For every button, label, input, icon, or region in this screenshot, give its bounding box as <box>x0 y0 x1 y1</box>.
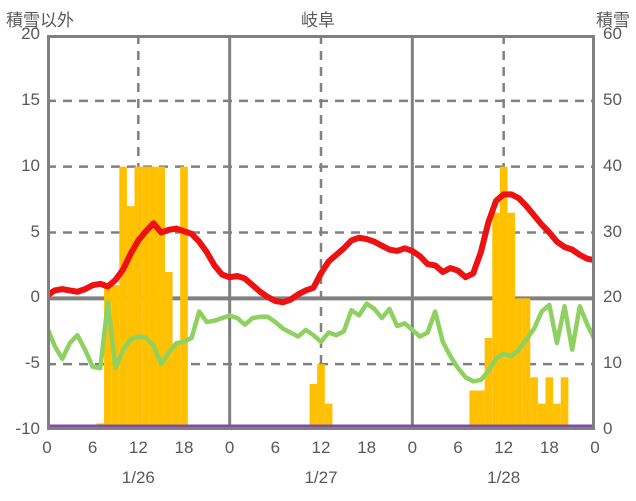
snow-bar <box>469 390 478 430</box>
snow-bar <box>507 212 516 430</box>
y-axis-left-tick-1: 15 <box>21 89 40 109</box>
snow-bar <box>477 390 485 430</box>
snow-bar <box>545 377 554 430</box>
y-axis-right-tick-2: 40 <box>603 155 622 175</box>
snow-bar <box>309 383 318 430</box>
snow-bar <box>119 166 127 430</box>
x-axis-tick-2: 12 <box>128 438 148 457</box>
x-axis-tick-6: 12 <box>311 438 331 457</box>
x-axis-tick-11: 18 <box>539 438 559 457</box>
temperature-line <box>47 191 595 306</box>
snow-bar <box>537 403 546 430</box>
snow-bar <box>180 166 188 430</box>
dewpoint-line <box>47 300 595 384</box>
page-title: 岐阜 <box>301 11 335 30</box>
x-axis-date-label-1: 1/27 <box>304 468 338 487</box>
snow-bar <box>172 344 181 430</box>
snow-bar <box>324 403 333 430</box>
x-axis-tick-8: 0 <box>407 438 418 457</box>
y-axis-left-tick-4: 0 <box>30 287 40 307</box>
x-axis-tick-5: 6 <box>270 438 281 457</box>
x-axis-tick-3: 18 <box>174 438 194 457</box>
snow-bar <box>522 298 531 430</box>
snow-bar <box>499 166 508 430</box>
x-axis-date-label-0: 1/26 <box>121 468 155 487</box>
snow-bar <box>317 364 325 430</box>
x-axis-tick-7: 18 <box>357 438 377 457</box>
y-axis-right-tick-6: 0 <box>603 419 613 438</box>
y-axis-right-tick-4: 20 <box>603 287 622 307</box>
snow-bars <box>96 166 569 430</box>
snow-bar <box>149 166 158 430</box>
snow-bar <box>126 206 135 430</box>
x-axis-tick-1: 6 <box>87 438 98 457</box>
snow-bar <box>484 337 493 430</box>
snow-bar <box>553 403 561 430</box>
left-axis-unit-label: 積雪以外 <box>6 11 74 30</box>
x-axis-date-label-2: 1/28 <box>487 468 521 487</box>
x-axis-tick-12: 0 <box>590 438 600 457</box>
snow-bar <box>142 166 150 430</box>
snow-bar <box>492 212 500 430</box>
x-axis-tick-9: 6 <box>453 438 463 457</box>
y-axis-left-tick-2: 10 <box>21 155 40 175</box>
snow-bar <box>104 285 112 430</box>
snow-bar <box>530 377 538 430</box>
y-axis-right-tick-0: 60 <box>603 24 622 43</box>
y-axis-right-tick-1: 50 <box>603 89 622 109</box>
y-axis-left-tick-6: -10 <box>15 419 40 438</box>
y-axis-left-tick-5: -5 <box>24 353 40 373</box>
snow-bar <box>560 377 569 430</box>
snow-bar <box>134 166 143 430</box>
plot-area <box>47 35 595 430</box>
x-axis-tick-10: 12 <box>494 438 514 457</box>
y-axis-right-tick-3: 30 <box>603 221 622 241</box>
plot-frame <box>47 35 595 430</box>
y-axis-left-tick-3: 5 <box>30 221 40 241</box>
right-axis-unit-label: 積雪 <box>596 11 630 30</box>
snow-bar <box>157 166 165 430</box>
y-axis-left-tick-0: 20 <box>21 24 40 43</box>
x-axis-tick-0: 0 <box>42 438 52 457</box>
snow-bar <box>515 298 523 430</box>
x-axis-tick-4: 0 <box>224 438 235 457</box>
y-axis-right-tick-5: 10 <box>603 353 622 373</box>
